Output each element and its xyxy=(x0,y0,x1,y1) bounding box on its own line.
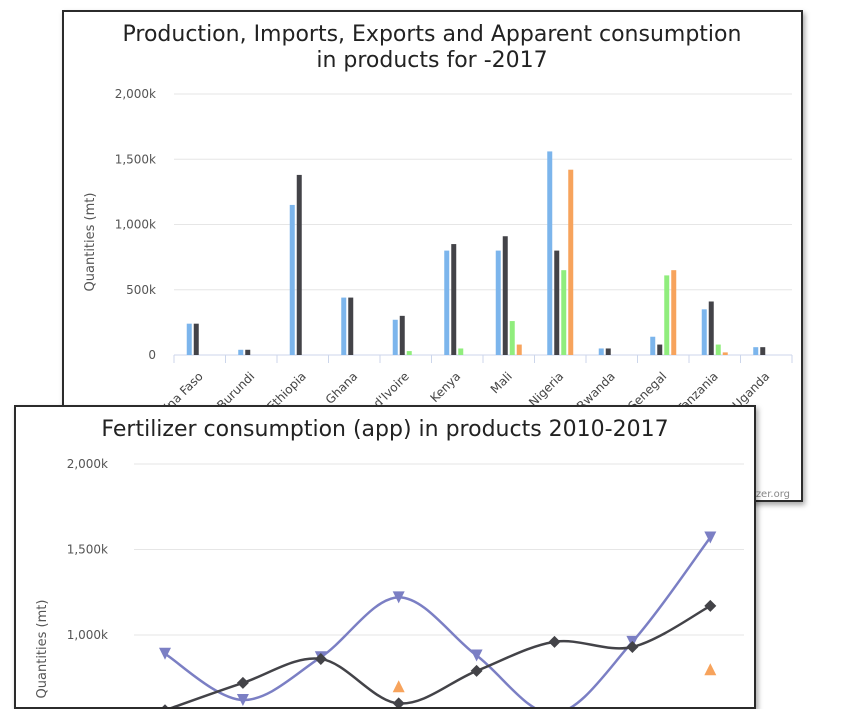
bar[interactable] xyxy=(605,348,611,355)
bar-chart-y-tick-label: 2,000k xyxy=(115,87,156,101)
line-chart-marker[interactable] xyxy=(548,635,561,648)
bar[interactable] xyxy=(760,347,766,355)
bar[interactable] xyxy=(708,301,714,355)
line-chart-marker[interactable] xyxy=(704,531,717,544)
line-chart-series-line[interactable] xyxy=(165,604,711,707)
bar[interactable] xyxy=(657,344,663,355)
bar[interactable] xyxy=(671,270,677,355)
bar[interactable] xyxy=(495,250,501,355)
bar-chart-y-tick-label: 1,500k xyxy=(115,152,156,166)
bar[interactable] xyxy=(516,344,522,355)
line-chart-y-tick-label: 1,500k xyxy=(67,543,108,557)
line-chart-y-axis-title: Quantities (mt) xyxy=(35,600,50,699)
bar[interactable] xyxy=(701,309,707,355)
bar[interactable] xyxy=(296,174,302,355)
bar[interactable] xyxy=(392,319,398,355)
line-chart-marker[interactable] xyxy=(392,697,405,707)
line-chart-title: Fertilizer consumption (app) in products… xyxy=(101,417,668,442)
bar[interactable] xyxy=(399,315,405,355)
bar[interactable] xyxy=(650,336,656,355)
bar[interactable] xyxy=(554,250,560,355)
bar[interactable] xyxy=(561,270,567,355)
line-chart-marker[interactable] xyxy=(704,663,717,676)
line-chart-marker[interactable] xyxy=(392,591,405,604)
line-chart-marker[interactable] xyxy=(159,704,171,707)
bar-chart-y-axis-title: Quantities (mt) xyxy=(83,193,98,292)
line-chart-y-tick-label: 1,000k xyxy=(67,628,108,642)
bar[interactable] xyxy=(753,347,759,355)
bar[interactable] xyxy=(444,250,450,355)
line-chart-marker[interactable] xyxy=(159,647,171,660)
bar[interactable] xyxy=(664,275,670,355)
bar-chart-y-tick-label: 500k xyxy=(126,283,156,297)
bar[interactable] xyxy=(458,348,464,355)
bar-chart-category-label: Kenya xyxy=(428,369,464,405)
bar[interactable] xyxy=(193,323,199,355)
line-chart-marker[interactable] xyxy=(314,652,327,665)
bar[interactable] xyxy=(715,344,721,355)
bar[interactable] xyxy=(722,352,728,355)
bar-chart-y-tick-label: 1,000k xyxy=(115,218,156,232)
bar[interactable] xyxy=(341,297,347,355)
bar[interactable] xyxy=(245,349,251,355)
line-chart-panel: Fertilizer consumption (app) in products… xyxy=(14,405,756,709)
bar[interactable] xyxy=(406,351,412,355)
bar-chart-category-label: Ghana xyxy=(323,369,361,407)
line-chart: Fertilizer consumption (app) in products… xyxy=(35,417,744,707)
bar[interactable] xyxy=(238,349,244,355)
bar[interactable] xyxy=(451,244,457,355)
bar-chart-category-label: Nigeria xyxy=(526,369,566,409)
line-chart-marker[interactable] xyxy=(236,676,249,689)
bar[interactable] xyxy=(186,323,192,355)
bar[interactable] xyxy=(568,169,574,355)
bar-chart-title: Production, Imports, Exports and Apparen… xyxy=(123,22,742,47)
bar[interactable] xyxy=(502,236,508,355)
bar[interactable] xyxy=(509,321,515,355)
bar[interactable] xyxy=(348,297,354,355)
bar-chart-category-label: Mali xyxy=(488,369,515,396)
line-chart-marker[interactable] xyxy=(626,640,639,653)
bar-chart-y-tick-label: 0 xyxy=(148,348,156,362)
line-chart-y-tick-label: 2,000k xyxy=(67,457,108,471)
bar[interactable] xyxy=(289,204,295,355)
bar[interactable] xyxy=(547,151,553,355)
line-chart-marker[interactable] xyxy=(470,649,483,662)
bar-chart-subtitle: in products for -2017 xyxy=(316,48,547,73)
chart-credit-link[interactable]: zer.org xyxy=(756,489,790,500)
line-chart-marker[interactable] xyxy=(470,664,483,677)
bar[interactable] xyxy=(598,348,604,355)
line-chart-marker[interactable] xyxy=(392,680,405,693)
line-chart-marker[interactable] xyxy=(704,599,717,612)
bar-chart: Production, Imports, Exports and Apparen… xyxy=(83,22,793,500)
